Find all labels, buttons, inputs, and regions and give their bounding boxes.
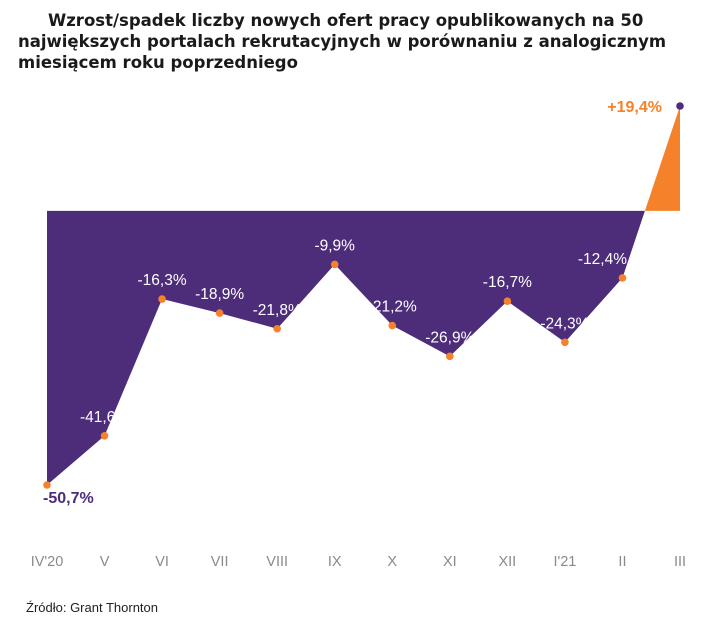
data-point-viii (273, 324, 281, 333)
data-point-v (100, 432, 109, 440)
x-tick-x: X (387, 554, 397, 570)
x-tick-ii: II (618, 554, 626, 570)
x-tick-ix: IX (328, 554, 342, 570)
data-label-vi: -16,3% (138, 272, 187, 289)
data-point-ii (618, 274, 627, 282)
x-tick-viii: VIII (266, 554, 288, 570)
data-labels: -50,7% -41,6% -16,3% -18,9% -21,8% -9,9% -21,2… (43, 99, 662, 507)
data-markers (43, 102, 684, 489)
data-label-ix: -9,9% (314, 237, 355, 254)
data-label-x: -21,2% (368, 299, 417, 316)
x-axis-ticks: IV'20 V VI VII VIII IX X XI XII I'21 II III (31, 554, 686, 570)
data-label-xii: -16,7% (483, 274, 532, 291)
data-label-i21: -24,3% (540, 315, 589, 332)
data-point-xii (503, 297, 512, 305)
data-point-vi (158, 295, 166, 303)
data-label-vii: -18,9% (195, 286, 244, 303)
x-tick-xii: XII (498, 554, 516, 570)
x-tick-vi: VI (155, 554, 169, 570)
data-label-viii: -21,8% (253, 302, 302, 319)
x-tick-v: V (100, 554, 110, 570)
x-tick-vii: VII (211, 554, 229, 570)
data-point-iv20 (43, 481, 51, 489)
x-tick-xi: XI (443, 554, 457, 570)
positive-area (644, 106, 680, 211)
data-label-ii: -12,4% (578, 251, 627, 268)
data-point-x (388, 321, 397, 330)
x-tick-iv20: IV'20 (31, 554, 64, 570)
data-point-i21 (561, 338, 569, 347)
data-point-iii (676, 102, 684, 110)
x-tick-iii: III (674, 554, 686, 570)
data-label-iv20: -50,7% (43, 490, 94, 507)
data-point-vii (215, 309, 224, 317)
data-label-xi: -26,9% (425, 329, 474, 346)
data-point-xi (446, 352, 454, 361)
data-label-v: -41,6% (80, 409, 129, 426)
data-label-iii: +19,4% (607, 99, 662, 116)
source-note: Źródło: Grant Thornton (26, 600, 158, 615)
data-point-ix (330, 260, 339, 269)
chart-title: Wzrost/spadek liczby nowych ofert pracy … (18, 11, 667, 72)
x-tick-i21: I'21 (553, 554, 576, 570)
negative-area (47, 210, 645, 485)
